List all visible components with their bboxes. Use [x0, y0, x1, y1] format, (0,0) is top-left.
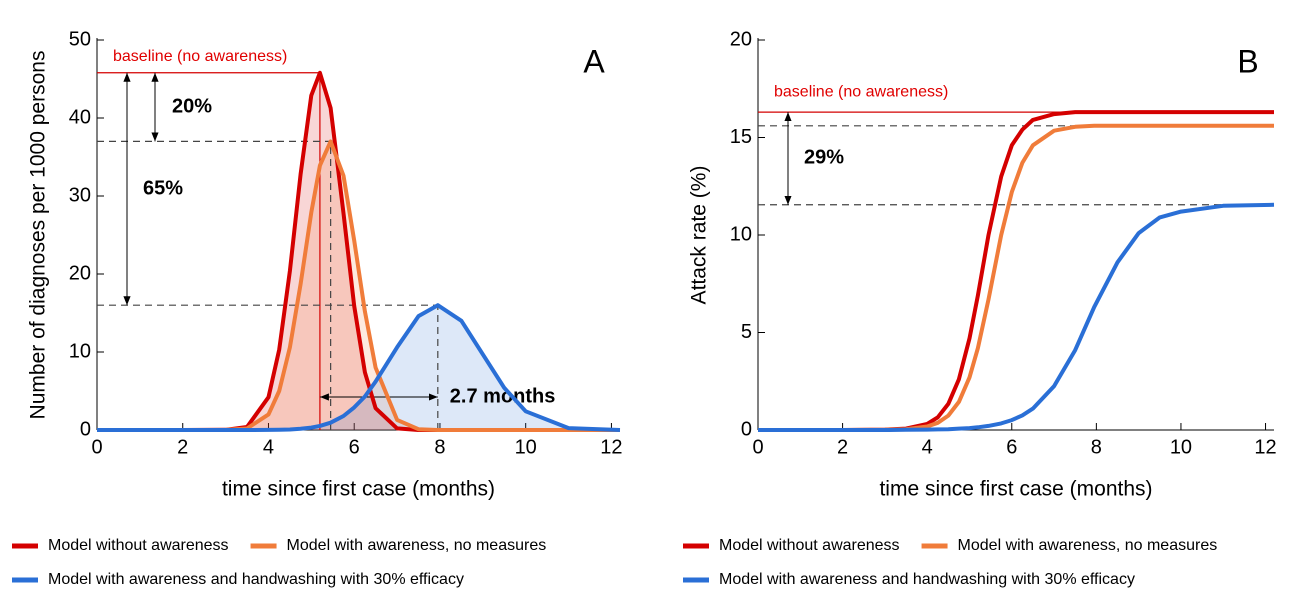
x-tick-label: 10 [515, 436, 537, 458]
legend-label: Model with awareness and handwashing wit… [48, 571, 464, 588]
x-tick-label: 6 [349, 436, 360, 458]
x-axis-label: time since first case (months) [879, 478, 1152, 501]
x-tick-label: 0 [752, 436, 763, 458]
x-tick-label: 10 [1170, 436, 1192, 458]
legend-label: Model without awareness [719, 537, 900, 554]
area-fill [97, 72, 620, 431]
y-tick-label: 10 [69, 340, 91, 362]
legend-label: Model with awareness, no measures [958, 537, 1218, 554]
y-axis-label: Attack rate (%) [688, 166, 711, 305]
baseline-label: baseline (no awareness) [774, 83, 948, 100]
y-tick-label: 40 [69, 106, 91, 128]
area-fill [97, 141, 620, 430]
annotation: 20% [172, 95, 212, 117]
y-tick-label: 15 [730, 126, 752, 148]
x-tick-label: 8 [1091, 436, 1102, 458]
x-tick-label: 0 [91, 436, 102, 458]
x-tick-label: 2 [177, 436, 188, 458]
legend-label: Model with awareness, no measures [287, 537, 547, 554]
y-tick-label: 0 [80, 418, 91, 440]
y-axis-label: Number of diagnoses per 1000 persons [27, 51, 50, 420]
y-tick-label: 30 [69, 184, 91, 206]
y-tick-label: 20 [730, 28, 752, 50]
x-tick-label: 2 [837, 436, 848, 458]
baseline-label: baseline (no awareness) [113, 48, 287, 65]
panel-label: B [1237, 43, 1258, 79]
panel-label: A [583, 43, 605, 79]
x-tick-label: 8 [434, 436, 445, 458]
x-tick-label: 12 [1254, 436, 1276, 458]
x-tick-label: 12 [600, 436, 622, 458]
annotation: 29% [804, 147, 844, 169]
series-line [97, 303, 621, 432]
y-tick-label: 20 [69, 262, 91, 284]
series-line [758, 123, 1274, 432]
x-axis-label: time since first case (months) [222, 478, 495, 501]
x-tick-label: 4 [922, 436, 933, 458]
area-fill [97, 305, 620, 430]
x-tick-label: 4 [263, 436, 274, 458]
y-tick-label: 0 [741, 418, 752, 440]
legend-label: Model with awareness and handwashing wit… [719, 571, 1135, 588]
annotation: 65% [143, 177, 183, 199]
series-line [758, 202, 1275, 432]
legend-label: Model without awareness [48, 537, 229, 554]
y-tick-label: 50 [69, 28, 91, 50]
x-tick-label: 6 [1006, 436, 1017, 458]
annotation: 2.7 months [450, 385, 556, 407]
y-tick-label: 5 [741, 321, 752, 343]
y-tick-label: 10 [730, 223, 752, 245]
